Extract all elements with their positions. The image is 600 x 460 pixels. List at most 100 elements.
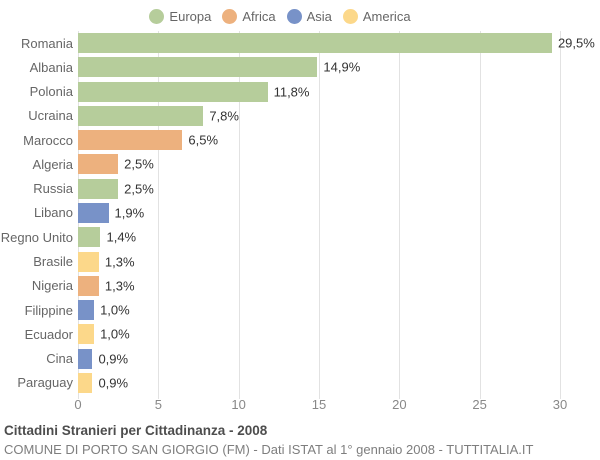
bar[interactable] <box>78 227 101 248</box>
category-label: Nigeria <box>31 278 73 294</box>
bar-track: 11,8% <box>78 80 600 104</box>
category-label: Filippine <box>24 302 73 318</box>
bar-row: Libano 1,9% <box>0 201 600 225</box>
x-tick-label: 30 <box>552 397 568 412</box>
bar-track: 14,9% <box>78 55 600 79</box>
gridline <box>399 31 401 399</box>
bar[interactable] <box>78 348 93 369</box>
chart-title: Cittadini Stranieri per Cittadinanza - 2… <box>4 423 268 438</box>
gridline <box>158 31 160 399</box>
category-label: Ucraina <box>28 108 73 124</box>
x-tick-label: 5 <box>154 397 162 412</box>
bar-row: Cina 0,9% <box>0 346 600 370</box>
bar-row: Ecuador 1,0% <box>0 322 600 346</box>
category-label: Regno Unito <box>0 229 73 245</box>
category-label: Marocco <box>23 132 73 148</box>
plot-area: Romania 29,5% Albania 14,9% Polonia 11,8% Ucra… <box>0 31 600 399</box>
category-label: Romania <box>20 35 73 51</box>
value-label: 0,9% <box>98 351 129 367</box>
legend-marker-icon <box>342 8 358 24</box>
bar-track: 0,9% <box>78 346 600 370</box>
bar-row: Polonia 11,8% <box>0 80 600 104</box>
bar[interactable] <box>78 372 93 393</box>
value-label: 11,8% <box>273 84 310 100</box>
value-label: 0,9% <box>98 375 129 391</box>
bar-track: 0,9% <box>78 371 600 395</box>
bar[interactable] <box>78 105 204 126</box>
bar-row: Albania 14,9% <box>0 55 600 79</box>
gridline <box>319 31 320 399</box>
bar[interactable] <box>78 324 95 345</box>
bar[interactable] <box>78 57 318 78</box>
x-tick-label: 10 <box>231 397 246 412</box>
bar-row: Regno Unito 1,4% <box>0 225 600 249</box>
bar-row: Nigeria 1,3% <box>0 274 600 298</box>
bar-row: Marocco 6,5% <box>0 128 600 152</box>
bar-row: Algeria 2,5% <box>0 152 600 176</box>
value-label: 2,5% <box>124 156 154 172</box>
value-label: 1,0% <box>100 302 130 318</box>
bar-row: Filippine 1,0% <box>0 298 600 322</box>
legend-marker-icon <box>286 8 302 24</box>
value-label: 6,5% <box>188 132 219 148</box>
category-label: Polonia <box>29 84 73 100</box>
legend-item-africa[interactable]: Africa <box>222 8 276 24</box>
bar-track: 6,5% <box>78 128 600 152</box>
legend: Europa Africa Asia America <box>0 5 560 27</box>
x-tick-label: 0 <box>74 397 82 412</box>
value-label: 2,5% <box>124 181 154 197</box>
value-label: 29,5% <box>557 35 595 51</box>
category-label: Libano <box>33 205 73 221</box>
legend-label: Asia <box>306 8 332 24</box>
bar-track: 1,0% <box>78 322 600 346</box>
gridline <box>560 31 561 399</box>
bar[interactable] <box>78 202 109 223</box>
category-label: Paraguay <box>17 375 73 391</box>
legend-label: America <box>362 8 411 24</box>
bar-track: 29,5% <box>78 31 600 55</box>
bar[interactable] <box>78 300 95 321</box>
value-label: 14,9% <box>323 59 361 75</box>
x-axis: 0 5 10 15 20 25 30 <box>0 398 600 414</box>
bar-track: 1,3% <box>78 249 600 273</box>
bar[interactable] <box>78 33 552 54</box>
legend-marker-icon <box>149 8 165 24</box>
bar-track: 1,3% <box>78 274 600 298</box>
legend-item-europa[interactable]: Europa <box>149 8 211 24</box>
bar-track: 7,8% <box>78 104 600 128</box>
bar-row: Ucraina 7,8% <box>0 104 600 128</box>
bar[interactable] <box>78 275 99 296</box>
bar[interactable] <box>78 81 268 102</box>
bar-track: 1,4% <box>78 225 600 249</box>
bar-row: Romania 29,5% <box>0 31 600 55</box>
category-label: Cina <box>46 351 73 367</box>
bar-row: Russia 2,5% <box>0 177 600 201</box>
category-label: Albania <box>29 59 73 75</box>
x-tick-label: 25 <box>472 397 487 412</box>
footer: Cittadini Stranieri per Cittadinanza - 2… <box>4 423 596 458</box>
bar[interactable] <box>78 130 183 151</box>
legend-item-asia[interactable]: Asia <box>286 8 332 24</box>
category-label: Russia <box>33 181 73 197</box>
chart-subtitle: COMUNE DI PORTO SAN GIORGIO (FM) - Dati … <box>4 442 534 458</box>
gridline <box>238 31 240 399</box>
category-label: Brasile <box>33 254 73 270</box>
gridline <box>479 31 481 399</box>
bar[interactable] <box>78 154 119 175</box>
category-label: Ecuador <box>24 326 73 342</box>
legend-item-america[interactable]: America <box>342 8 411 24</box>
value-label: 1,4% <box>106 229 137 245</box>
bar[interactable] <box>78 178 119 199</box>
value-label: 1,9% <box>114 205 145 221</box>
value-label: 7,8% <box>209 108 239 124</box>
x-tick-label: 15 <box>311 397 327 412</box>
bar-row: Brasile 1,3% <box>0 249 600 273</box>
bar-row: Paraguay 0,9% <box>0 371 600 395</box>
bar-track: 2,5% <box>78 152 600 176</box>
category-label: Algeria <box>32 156 73 172</box>
value-label: 1,0% <box>100 326 130 342</box>
value-label: 1,3% <box>104 278 135 294</box>
bar[interactable] <box>78 251 99 272</box>
bar-track: 1,9% <box>78 201 600 225</box>
